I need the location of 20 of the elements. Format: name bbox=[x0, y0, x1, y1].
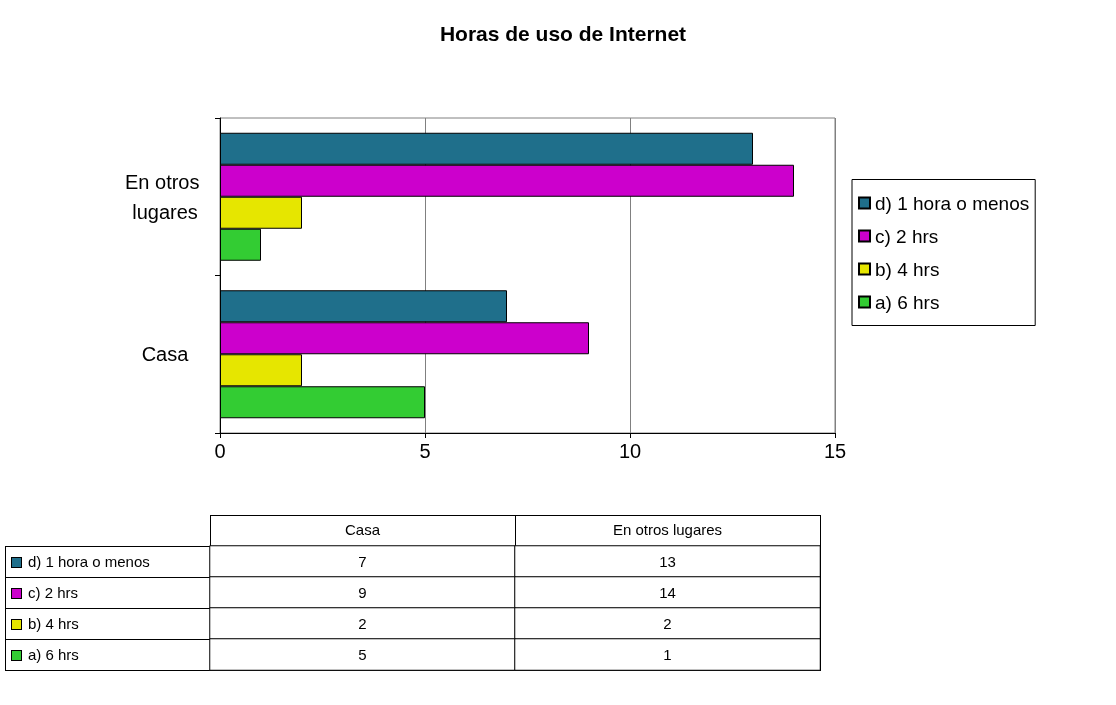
x-tick-label: 15 bbox=[823, 440, 847, 462]
x-tick-label: 10 bbox=[618, 440, 642, 462]
data-label: 13 bbox=[659, 553, 676, 570]
data-label: 14 bbox=[659, 584, 676, 601]
legend-label: d) 1 hora o menos bbox=[875, 192, 1030, 214]
legend-label: b) 4 hrs bbox=[875, 258, 940, 280]
y-tick-label: c) 2 hrs bbox=[28, 584, 79, 601]
data-label: 2 bbox=[663, 615, 672, 632]
legend-label: c) 2 hrs bbox=[875, 225, 939, 247]
chart-title: Horas de uso de Internet bbox=[439, 22, 687, 45]
x-tick-label: 0 bbox=[214, 440, 226, 462]
data-label: 5 bbox=[358, 646, 367, 663]
x-tick-label: 5 bbox=[419, 440, 431, 462]
data-label: 2 bbox=[358, 615, 367, 632]
y-tick-label: d) 1 hora o menos bbox=[28, 553, 150, 570]
y-tick-label: b) 4 hrs bbox=[28, 615, 79, 632]
data-label: 9 bbox=[358, 584, 367, 601]
data-label: 7 bbox=[358, 553, 367, 570]
legend-label: a) 6 hrs bbox=[875, 291, 940, 313]
y-tick-label: a) 6 hrs bbox=[28, 646, 79, 663]
